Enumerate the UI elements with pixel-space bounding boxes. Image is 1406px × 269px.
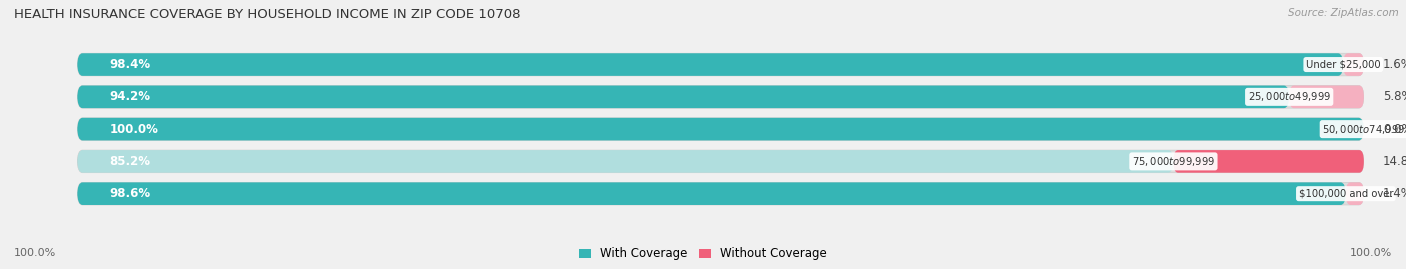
- Text: Under $25,000: Under $25,000: [1306, 59, 1381, 70]
- Text: Source: ZipAtlas.com: Source: ZipAtlas.com: [1288, 8, 1399, 18]
- FancyBboxPatch shape: [77, 53, 1343, 76]
- Text: $75,000 to $99,999: $75,000 to $99,999: [1132, 155, 1215, 168]
- Text: 1.6%: 1.6%: [1384, 58, 1406, 71]
- Text: 14.8%: 14.8%: [1384, 155, 1406, 168]
- FancyBboxPatch shape: [77, 118, 1364, 140]
- Text: 85.2%: 85.2%: [110, 155, 150, 168]
- Text: 100.0%: 100.0%: [1350, 248, 1392, 258]
- FancyBboxPatch shape: [1289, 86, 1364, 108]
- FancyBboxPatch shape: [77, 150, 1364, 173]
- FancyBboxPatch shape: [77, 182, 1364, 205]
- FancyBboxPatch shape: [1346, 182, 1364, 205]
- Text: 98.6%: 98.6%: [110, 187, 150, 200]
- Text: 100.0%: 100.0%: [110, 123, 159, 136]
- Text: 98.4%: 98.4%: [110, 58, 150, 71]
- Text: 5.8%: 5.8%: [1384, 90, 1406, 103]
- Text: HEALTH INSURANCE COVERAGE BY HOUSEHOLD INCOME IN ZIP CODE 10708: HEALTH INSURANCE COVERAGE BY HOUSEHOLD I…: [14, 8, 520, 21]
- FancyBboxPatch shape: [1343, 53, 1364, 76]
- FancyBboxPatch shape: [1174, 150, 1364, 173]
- Legend: With Coverage, Without Coverage: With Coverage, Without Coverage: [579, 247, 827, 260]
- FancyBboxPatch shape: [77, 150, 1174, 173]
- Text: 100.0%: 100.0%: [14, 248, 56, 258]
- Text: 0.0%: 0.0%: [1384, 123, 1406, 136]
- Text: $100,000 and over: $100,000 and over: [1299, 189, 1393, 199]
- FancyBboxPatch shape: [77, 86, 1364, 108]
- Text: 94.2%: 94.2%: [110, 90, 150, 103]
- FancyBboxPatch shape: [77, 182, 1346, 205]
- FancyBboxPatch shape: [77, 86, 1289, 108]
- Text: $50,000 to $74,999: $50,000 to $74,999: [1322, 123, 1406, 136]
- Text: 1.4%: 1.4%: [1384, 187, 1406, 200]
- Text: $25,000 to $49,999: $25,000 to $49,999: [1247, 90, 1331, 103]
- FancyBboxPatch shape: [77, 118, 1364, 140]
- FancyBboxPatch shape: [77, 53, 1364, 76]
